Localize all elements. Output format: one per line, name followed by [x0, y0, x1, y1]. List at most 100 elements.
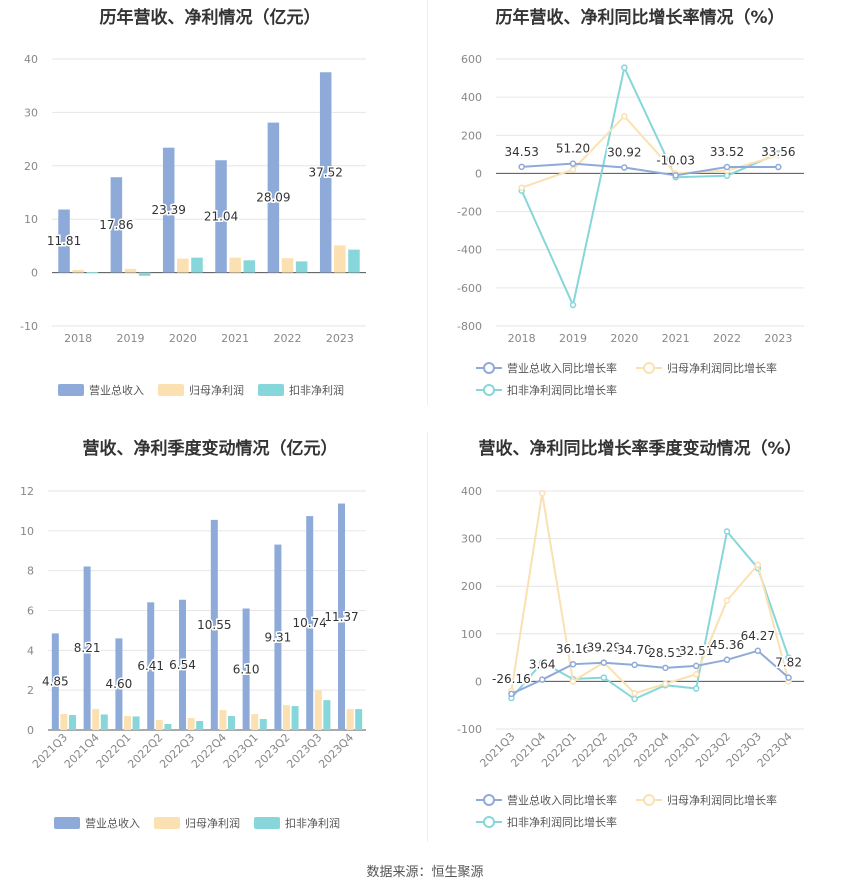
series-line-3 [510, 529, 790, 701]
legend-label: 扣非净利润 [285, 816, 340, 830]
annual-revenue-profit-bar-chart: -10 0 10 20 30 40 2018 2019 2020 2021 2022 2023 11.8… [20, 53, 366, 397]
point-2 [754, 561, 762, 569]
y-tick-label: 0 [31, 267, 38, 280]
chart-title: 历年营收、净利情况（亿元） [99, 8, 321, 28]
point-1 [723, 656, 731, 664]
point-2 [569, 166, 577, 173]
point-1 [569, 160, 577, 167]
data-label: 33.52 [710, 145, 744, 159]
point-2 [538, 490, 546, 497]
y-tick-label: 2 [27, 684, 34, 697]
bar-3 [348, 249, 360, 273]
bar-1 [83, 566, 91, 730]
panel-quarterly-growth-line: 营收、净利同比增长率季度变动情况（%） -100 0 100 200 300 400 202… [430, 430, 850, 850]
bar-2 [281, 258, 294, 273]
bar-1 [162, 147, 175, 273]
y-tick-label: 8 [27, 565, 34, 578]
bar-1 [319, 72, 332, 273]
data-label: 23.39 [152, 203, 186, 217]
bar-3 [291, 706, 299, 730]
point-2 [692, 671, 700, 678]
legend-marker [643, 362, 655, 374]
data-label: 9.31 [265, 630, 292, 644]
legend-label: 营业总收入同比增长率 [507, 361, 617, 375]
y-tick-label: 200 [461, 580, 482, 593]
point-3 [631, 695, 638, 703]
point-1 [569, 660, 577, 668]
bar-3 [227, 716, 235, 730]
legend-swatch [154, 817, 180, 829]
bar-1 [115, 638, 123, 730]
legend-label: 扣非净利润同比增长率 [507, 383, 617, 397]
point-1 [785, 674, 792, 681]
point-3 [692, 685, 700, 692]
legend-marker [483, 794, 495, 806]
point-2 [621, 112, 628, 120]
chart-title: 营收、净利季度变动情况（亿元） [82, 439, 338, 459]
bar-1 [242, 608, 250, 730]
legend-label: 归母净利润 [185, 816, 240, 830]
point-3 [723, 528, 731, 535]
y-tick-label: 400 [461, 91, 482, 104]
y-tick-label: 0 [27, 724, 34, 737]
data-label: 10.55 [197, 618, 231, 632]
series-line-2 [510, 493, 790, 695]
bar-2 [124, 716, 131, 730]
bar-1 [215, 160, 227, 273]
bar-3 [86, 272, 99, 274]
point-1 [662, 664, 669, 672]
legend-marker [483, 362, 495, 374]
bar-3 [323, 700, 331, 730]
data-label: 34.70 [617, 643, 651, 657]
vertical-divider-bottom [427, 432, 428, 842]
x-tick-label: 2018 [508, 332, 536, 345]
point-3 [569, 301, 577, 309]
data-label: 3.64 [529, 658, 556, 672]
y-tick-label: 0 [475, 167, 482, 180]
y-tick-label: -400 [457, 244, 482, 257]
data-source: 数据来源：恒生聚源 [366, 865, 484, 880]
bar-2 [124, 268, 137, 273]
bar-3 [100, 714, 108, 730]
bar-2 [229, 257, 241, 273]
panel-quarterly-bar: 营收、净利季度变动情况（亿元） 0 2 4 6 8 10 12 2021Q3 2021Q4 202… [0, 430, 420, 850]
point-1 [754, 647, 762, 655]
x-tick-label: 2020 [169, 332, 197, 345]
point-1 [621, 164, 628, 171]
x-tick-label: 2023 [326, 332, 354, 345]
legend-label: 归母净利润 [189, 383, 244, 397]
legend-label: 归母净利润同比增长率 [667, 793, 777, 807]
legend-marker [483, 384, 495, 396]
point-1 [538, 676, 546, 683]
legend-swatch [158, 384, 184, 396]
legend-marker [643, 794, 655, 806]
data-label: 6.54 [169, 658, 196, 672]
bar-2 [219, 710, 227, 730]
bar-3 [243, 260, 256, 273]
bar-3 [295, 261, 308, 273]
data-label: -26.16 [492, 672, 531, 686]
bar-3 [259, 719, 267, 730]
point-1 [692, 662, 700, 670]
y-tick-label: 100 [461, 628, 482, 641]
annual-growth-rate-line-chart: -800 -600 -400 -200 0 200 400 600 2018 2019 2020 20… [457, 53, 804, 397]
bar-3 [191, 257, 203, 273]
point-2 [723, 597, 731, 604]
data-label: 28.09 [256, 191, 290, 205]
point-1 [775, 163, 782, 171]
data-label: 4.85 [42, 675, 69, 689]
bar-3 [138, 272, 151, 276]
y-tick-label: 30 [24, 106, 38, 119]
data-label: 4.60 [106, 677, 133, 691]
x-tick-label: 2018 [64, 332, 92, 345]
point-1 [600, 659, 608, 666]
y-tick-label: 10 [20, 525, 34, 538]
bar-2 [177, 258, 189, 273]
bar-3 [164, 724, 172, 730]
data-label: 39.29 [587, 641, 621, 655]
y-tick-label: 600 [461, 53, 482, 66]
data-label: 28.51 [648, 646, 682, 660]
bar-2 [346, 709, 354, 730]
y-tick-label: -200 [457, 206, 482, 219]
y-tick-label: -600 [457, 282, 482, 295]
